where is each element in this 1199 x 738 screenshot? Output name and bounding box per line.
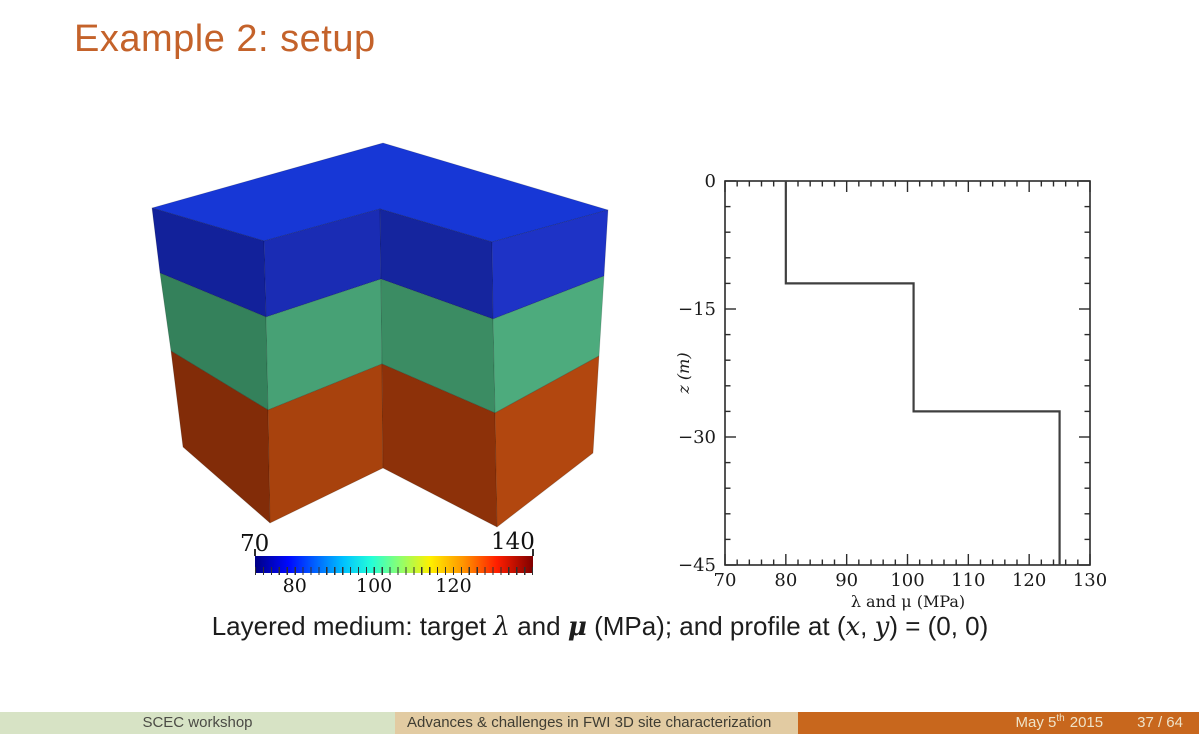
svg-text:70: 70 [714,570,737,591]
svg-text:−15: −15 [678,299,716,320]
svg-text:130: 130 [1073,570,1107,591]
plot-x-axis-title: λ and μ (MPa) [851,592,965,611]
svg-text:80: 80 [774,570,797,591]
colorbar-right-endcap [532,549,534,556]
caption-part: ) = (0, 0) [889,611,989,641]
svg-text:120: 120 [1012,570,1046,591]
footer-page-counter: 37 / 64 [1137,714,1183,731]
caption-lambda: λ [493,612,510,642]
caption-part: Layered medium: target [211,611,494,641]
svg-text:100: 100 [890,570,924,591]
plot-y-axis-title: z (m) [674,352,693,394]
svg-text:−45: −45 [678,555,716,576]
cube-outer-right-brown [494,355,600,528]
colorbar-tick-label: 80 [282,575,307,597]
footer-date-page-section: May 5th 2015 37 / 64 [798,712,1199,734]
footer-talk-title-section: Advances & challenges in FWI 3D site cha… [395,712,798,734]
profile-plot: 70 80 90 100 110 120 130 0 −15 −30 −45 λ and μ (MP… [674,171,1107,611]
profile-step-line [784,181,1061,565]
colorbar-gradient [254,549,534,575]
caption-y: y [874,612,890,642]
colorbar-max-label: 140 [491,529,535,555]
svg-text:90: 90 [835,570,858,591]
plot-frame [724,180,1091,566]
caption-mu: μ [567,612,587,642]
footer-date: May 5th 2015 [1015,713,1104,732]
svg-text:−30: −30 [678,427,716,448]
colorbar-tick-label: 120 [435,575,472,597]
footer-talk-title: Advances & challenges in FWI 3D site cha… [407,714,772,731]
colorbar-min-label: 70 [240,531,270,557]
page-title: Example 2: setup [74,18,376,60]
svg-text:110: 110 [951,570,985,591]
caption-part: , [860,611,875,641]
colorbar-tick-label: 100 [356,575,393,597]
figure-caption: Layered medium: target λ and μ (MPa); an… [100,611,1100,642]
caption-part: and [509,611,568,641]
footer-author-section: SCEC workshop [0,712,395,734]
colorbar-bottom-labels: 80 100 120 [255,575,533,599]
colorbar-minor-ticks [255,567,533,575]
caption-x: x [845,612,861,642]
svg-text:0: 0 [705,171,716,192]
layered-cube-figure [151,142,609,528]
colorbar-left-endcap [254,549,256,556]
caption-part: (MPa); and profile at ( [586,611,846,641]
footer-bar: SCEC workshop Advances & challenges in F… [0,712,1199,734]
plot-ticks-and-line: 70 80 90 100 110 120 130 0 −15 −30 −45 [678,171,1107,591]
footer-author: SCEC workshop [142,714,253,731]
